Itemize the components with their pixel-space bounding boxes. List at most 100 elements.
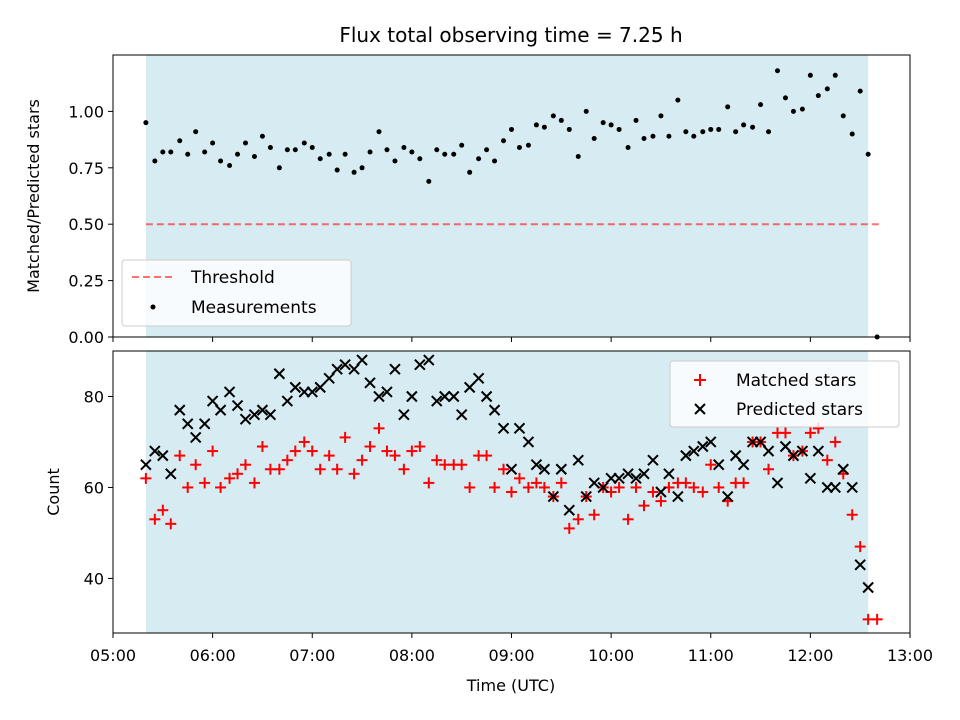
matched-star-point (456, 459, 468, 471)
predicted-star-point (572, 454, 584, 466)
measurement-point (459, 142, 465, 148)
predicted-star-point (680, 449, 692, 462)
measurement-point (227, 163, 233, 169)
measurement-point (600, 120, 606, 126)
matched-star-point (680, 477, 692, 489)
predicted-star-point (165, 468, 177, 480)
measurement-point (558, 117, 564, 123)
measurement-point (210, 140, 216, 146)
predicted-star-point (555, 463, 568, 475)
measurement-point (533, 122, 539, 128)
measurement-point (716, 126, 722, 132)
predicted-star-point (231, 399, 244, 412)
matched-star-point (373, 422, 385, 434)
measurement-point (733, 129, 739, 135)
legend-predicted-label: Predicted stars (736, 400, 863, 420)
predicted-star-point (198, 418, 211, 430)
predicted-star-point (804, 472, 817, 485)
measurement-point (202, 149, 208, 155)
y-tick-label: 0.00 (68, 328, 104, 347)
predicted-star-point (463, 381, 476, 394)
measurement-point (865, 151, 871, 157)
matched-star-point (846, 509, 858, 521)
x-tick-label: 08:00 (389, 646, 435, 665)
measurement-point (509, 126, 514, 132)
predicted-star-point (189, 431, 202, 444)
measurement-point (185, 151, 191, 157)
measurement-point (725, 104, 731, 110)
top-y-ticks: 0.00 0.25 0.50 0.75 1.00 (68, 102, 113, 347)
matched-star-point (630, 481, 642, 493)
predicted-star-point (281, 395, 294, 407)
matched-stars-points (140, 422, 883, 625)
predicted-star-point (314, 381, 326, 394)
matched-star-point (688, 481, 700, 493)
measurement-point (516, 144, 522, 150)
predicted-star-point (423, 354, 435, 366)
predicted-star-point (157, 449, 169, 462)
y-tick-label: 80 (84, 387, 104, 406)
predicted-star-point (846, 481, 858, 494)
predicted-star-point (713, 459, 725, 471)
matched-star-point (647, 486, 659, 498)
predicted-star-point (214, 404, 227, 416)
matched-star-point (871, 613, 883, 625)
chart-title: Flux total observing time = 7.25 h (339, 23, 682, 47)
predicted-star-point (364, 377, 376, 389)
measurement-point (691, 133, 697, 139)
predicted-star-point (256, 404, 269, 416)
predicted-star-point (622, 468, 634, 480)
measurement-point (840, 113, 846, 119)
matched-star-point (697, 486, 709, 498)
measurement-point (284, 147, 290, 153)
bottom-x-ticks: 05:00 06:00 07:00 08:00 09:00 10:00 11:00 12:00… (90, 633, 933, 665)
bottom-legend: Matched stars Predicted stars (669, 360, 900, 428)
predicted-star-point (381, 386, 393, 398)
predicted-stars-points (140, 354, 874, 594)
predicted-star-point (597, 481, 609, 494)
matched-star-point (199, 477, 211, 489)
measurement-point (807, 72, 813, 78)
predicted-star-point (455, 408, 468, 421)
predicted-star-point (206, 395, 219, 407)
predicted-star-point (779, 440, 792, 453)
measurement-point (309, 144, 315, 150)
predicted-star-point (472, 372, 485, 384)
predicted-star-point (497, 422, 510, 435)
measurement-point (442, 151, 448, 157)
matched-star-point (821, 454, 833, 466)
matched-star-point (530, 477, 542, 489)
top-x-ticks (112, 337, 911, 342)
measurement-point (168, 149, 174, 155)
y-tick-label: 1.00 (68, 102, 104, 121)
predicted-star-point (373, 390, 385, 403)
measurement-point (633, 117, 639, 123)
predicted-star-point (398, 408, 410, 421)
bottom-legend-box (669, 360, 900, 428)
predicted-star-point (837, 463, 849, 475)
x-tick-label: 11:00 (688, 646, 734, 665)
predicted-star-point (672, 490, 684, 503)
measurement-point (384, 147, 390, 153)
measurement-point (650, 133, 656, 139)
measurement-point (434, 147, 440, 153)
measurement-point (799, 106, 805, 112)
matched-star-point (348, 468, 360, 480)
predicted-star-point (771, 477, 784, 489)
predicted-star-point (389, 363, 401, 375)
predicted-star-point (239, 413, 252, 425)
predicted-star-point (796, 445, 809, 457)
matched-star-point (588, 509, 600, 521)
predicted-star-point (331, 363, 343, 375)
predicted-star-point (663, 468, 675, 480)
x-tick-label: 05:00 (90, 646, 136, 665)
predicted-star-point (812, 445, 825, 457)
predicted-star-point (754, 436, 767, 448)
measurement-point (401, 144, 407, 150)
measurement-point (666, 133, 672, 139)
matched-star-point (339, 431, 351, 443)
matched-star-point (398, 463, 410, 475)
matched-star-point (182, 481, 194, 493)
matched-star-point (232, 468, 244, 480)
predicted-star-point (787, 449, 800, 462)
